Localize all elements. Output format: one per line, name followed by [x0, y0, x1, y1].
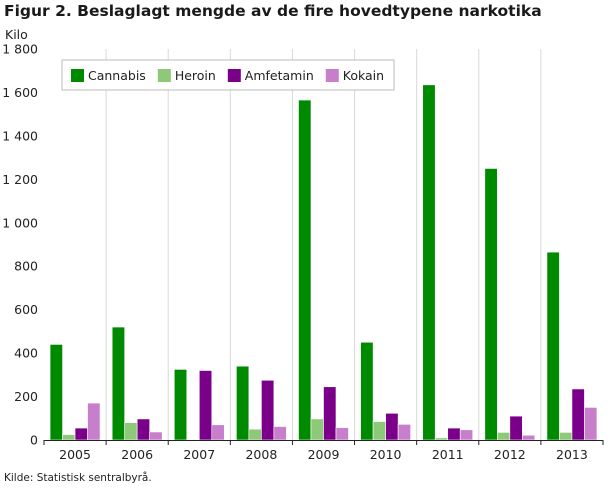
bar-amfetamin-2007 — [198, 370, 213, 441]
source-note: Kilde: Statistisk sentralbyrå. — [4, 472, 152, 484]
bar-heroin-2008 — [248, 428, 262, 441]
bar-heroin-2009 — [310, 418, 324, 441]
legend-label-cannabis: Cannabis — [88, 68, 146, 83]
bar-kokain-2011 — [459, 429, 474, 441]
y-tick-label: 1 800 — [2, 42, 38, 57]
bar-amfetamin-2008 — [261, 379, 275, 441]
bar-cannabis-2007 — [173, 369, 188, 441]
bar-cannabis-2005 — [49, 344, 63, 441]
bar-cannabis-2011 — [422, 84, 436, 441]
legend-swatch-amfetamin — [227, 69, 241, 82]
bar-amfetamin-2011 — [447, 427, 461, 441]
y-tick-label: 800 — [14, 259, 38, 274]
x-tick-label: 2012 — [494, 447, 526, 462]
grid-lines — [105, 49, 542, 440]
bar-heroin-2013 — [559, 432, 573, 441]
bar-amfetamin-2009 — [323, 386, 337, 441]
bar-heroin-2011 — [434, 437, 449, 441]
bar-heroin-2005 — [62, 434, 76, 441]
bar-cannabis-2010 — [360, 341, 374, 441]
y-tick-label: 200 — [14, 389, 38, 404]
bar-cannabis-2008 — [236, 365, 250, 441]
bar-kokain-2008 — [273, 426, 287, 441]
bar-kokain-2009 — [335, 427, 349, 441]
bar-kokain-2007 — [211, 424, 225, 441]
bar-amfetamin-2012 — [509, 415, 523, 441]
bar-amfetamin-2010 — [385, 412, 399, 441]
bar-heroin-2010 — [372, 421, 386, 441]
legend-swatch-heroin — [157, 69, 171, 82]
y-tick-label: 600 — [14, 302, 38, 317]
bars — [49, 84, 598, 441]
bar-kokain-2006 — [149, 431, 163, 441]
y-tick-label: 1 000 — [2, 215, 38, 230]
bar-cannabis-2012 — [484, 168, 498, 441]
bar-cannabis-2006 — [111, 326, 125, 441]
y-tick-label: 0 — [30, 433, 38, 448]
bar-kokain-2013 — [584, 407, 598, 441]
x-tick-label: 2009 — [308, 447, 340, 462]
x-tick-label: 2007 — [183, 447, 215, 462]
legend-label-kokain: Kokain — [343, 68, 384, 83]
y-axis-label: Kilo — [5, 27, 28, 42]
bar-heroin-2006 — [124, 422, 138, 441]
bar-cannabis-2009 — [298, 99, 312, 441]
legend-swatch-cannabis — [71, 69, 84, 82]
bar-heroin-2007 — [186, 439, 200, 441]
legend-label-amfetamin: Amfetamin — [245, 68, 314, 83]
bar-amfetamin-2005 — [74, 427, 88, 441]
x-tick-label: 2006 — [121, 447, 153, 462]
x-tick-label: 2013 — [556, 447, 588, 462]
bar-kokain-2012 — [522, 434, 536, 441]
x-tick-label: 2005 — [59, 447, 91, 462]
axes: 0 200 400 600 800 1 000 1 200 1 400 1 600 1 800 20… — [2, 42, 604, 462]
bar-kokain-2005 — [87, 402, 101, 441]
x-tick-label: 2010 — [370, 447, 402, 462]
bar-amfetamin-2006 — [136, 418, 150, 441]
y-tick-label: 1 600 — [2, 85, 38, 100]
x-tick-label: 2008 — [245, 447, 277, 462]
legend: Cannabis Heroin Amfetamin Kokain — [61, 59, 395, 91]
chart-title: Figur 2. Beslaglagt mengde av de fire ho… — [4, 2, 542, 20]
y-tick-label: 1 200 — [2, 172, 38, 187]
legend-swatch-kokain — [325, 69, 339, 82]
bar-heroin-2012 — [497, 432, 511, 441]
y-tick-label: 400 — [14, 346, 38, 361]
bar-cannabis-2013 — [546, 251, 560, 441]
legend-label-heroin: Heroin — [175, 68, 216, 83]
y-tick-label: 1 400 — [2, 128, 38, 143]
bar-kokain-2010 — [397, 424, 411, 441]
bar-amfetamin-2013 — [571, 388, 585, 441]
x-tick-label: 2011 — [432, 447, 464, 462]
